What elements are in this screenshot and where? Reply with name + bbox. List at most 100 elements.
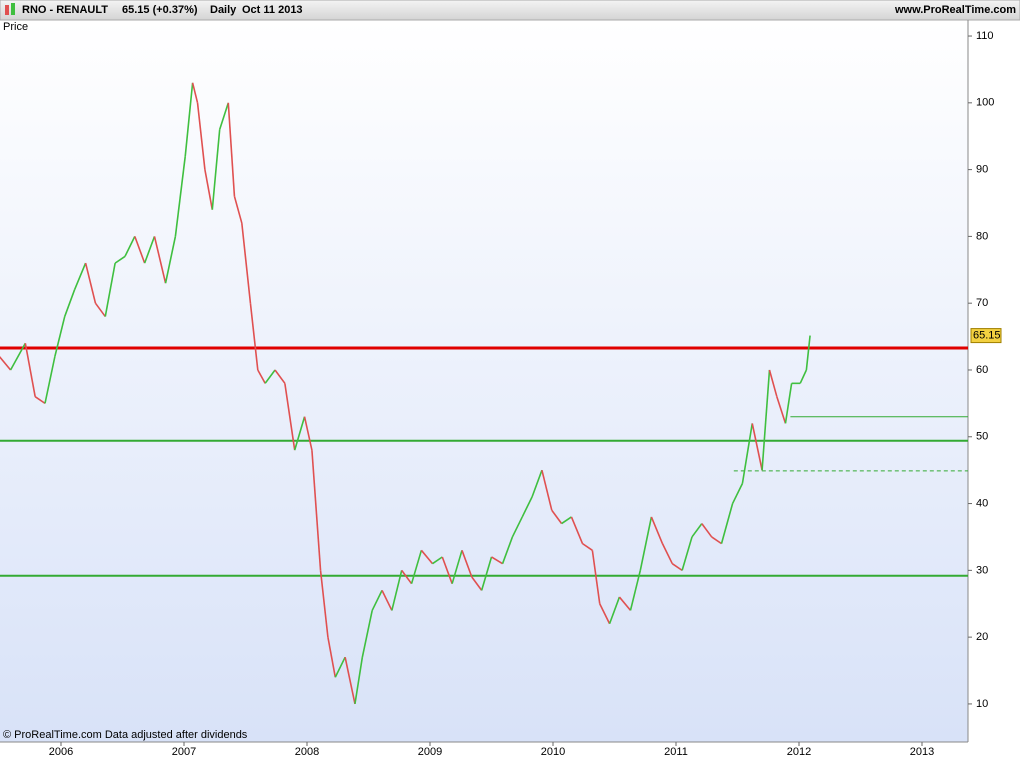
x-tick-label: 2007 (172, 746, 196, 758)
price-segment (570, 516, 584, 544)
price-segment (63, 289, 76, 317)
x-tick-label: 2012 (787, 746, 811, 758)
last-price-box (970, 328, 1002, 344)
price-segment (521, 496, 533, 518)
price-segment (671, 563, 683, 572)
price-segment (153, 236, 167, 284)
price-segment (319, 570, 329, 638)
x-tick-label: 2008 (295, 746, 319, 758)
site: www.ProRealTime.com (894, 4, 1016, 16)
price-segment (432, 556, 443, 565)
y-tick-label: 100 (976, 97, 994, 109)
price-segment (381, 590, 393, 611)
price-segment (264, 369, 276, 384)
price-segment (541, 469, 553, 511)
price-segment (681, 536, 693, 571)
price-segment (551, 509, 563, 525)
price-segment (751, 423, 763, 471)
x-tick-label: 2013 (910, 746, 934, 758)
price-segment (731, 483, 744, 504)
price-segment (84, 262, 97, 304)
price-segment (629, 570, 642, 611)
price-segment (701, 523, 713, 538)
price-segment (114, 255, 126, 264)
price-segment (491, 556, 503, 565)
price-segment (227, 102, 236, 197)
y-tick-label: 70 (976, 297, 988, 309)
x-tick-label: 2006 (49, 746, 73, 758)
y-tick-label: 110 (976, 30, 994, 42)
price-segment (9, 342, 27, 371)
price-segment (618, 596, 632, 611)
y-tick-label: 40 (976, 497, 988, 509)
price-segment (761, 369, 771, 471)
price-segment (233, 196, 243, 224)
date: Oct 11 2013 (242, 4, 303, 16)
price-segment (371, 590, 383, 611)
price-segment (94, 302, 106, 318)
price-segment (805, 335, 811, 371)
price-segment (274, 369, 286, 384)
y-tick-label: 90 (976, 164, 988, 176)
price-segment (768, 369, 778, 397)
price-segment (591, 550, 601, 604)
price-segment (204, 169, 214, 210)
price-segment (391, 570, 403, 611)
price-segment (327, 636, 337, 678)
y-tick-label: 60 (976, 364, 988, 376)
price-segment (480, 556, 493, 591)
price-segment (104, 262, 116, 317)
price-segment (344, 657, 356, 705)
price-segment (241, 222, 252, 304)
price-segment (73, 262, 87, 291)
icon (11, 3, 15, 15)
price-segment (799, 369, 808, 384)
icon (5, 5, 9, 15)
y-tick-label: 10 (976, 698, 988, 710)
price-segment (211, 129, 221, 210)
price-segment (24, 343, 36, 397)
price-segment (650, 516, 664, 544)
price-segment (661, 543, 674, 565)
price-segment (441, 556, 453, 584)
price-segment (471, 576, 483, 591)
price-segment (776, 396, 787, 424)
plot-area (0, 20, 968, 742)
y-axis-label: Price (3, 21, 28, 33)
price-segment (44, 356, 56, 404)
price-segment (410, 550, 423, 584)
y-tick-label: 50 (976, 431, 988, 443)
price-segment (354, 657, 364, 705)
price-segment (691, 523, 703, 538)
price-segment (249, 303, 259, 371)
footer: © ProRealTime.com Data adjusted after di… (3, 729, 248, 741)
price-segment (311, 450, 322, 571)
price-segment (531, 469, 543, 498)
price-segment (639, 516, 653, 571)
price-segment (54, 316, 66, 357)
price-segment (420, 549, 434, 565)
x-tick-label: 2011 (664, 746, 688, 758)
x-tick-label: 2009 (418, 746, 442, 758)
price-segment (143, 236, 156, 264)
price-segment (174, 156, 187, 237)
price-segment (361, 610, 373, 658)
x-tick-label: 2010 (541, 746, 565, 758)
y-tick-label: 20 (976, 631, 988, 643)
price-segment (784, 383, 793, 424)
price-segment (451, 550, 463, 584)
price-segment (608, 596, 621, 625)
price-segment (461, 550, 473, 578)
y-tick-label: 80 (976, 230, 988, 242)
header-bar (0, 0, 1020, 21)
price-segment (184, 82, 194, 157)
price-segment (191, 82, 199, 104)
price-segment (0, 356, 12, 371)
price-segment (124, 236, 136, 257)
price-segment (196, 102, 206, 170)
price-segment (293, 416, 306, 451)
last-price-label: 65.15 (973, 329, 1001, 341)
price-segment (218, 102, 230, 130)
price-segment (561, 516, 572, 525)
